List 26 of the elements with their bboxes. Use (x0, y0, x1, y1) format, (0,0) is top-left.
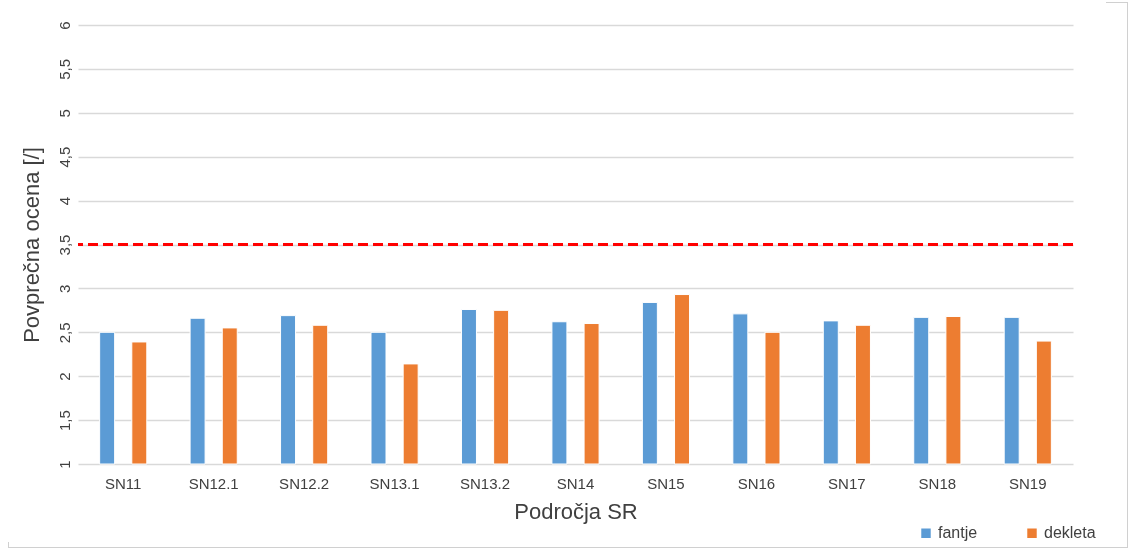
x-tick-label: SN13.1 (369, 474, 420, 492)
x-tick-label: SN15 (647, 474, 685, 492)
y-axis-title: Povprečna ocena [/] (18, 147, 44, 343)
y-tick-label: 3 (55, 284, 73, 294)
x-tick-label: SN18 (918, 474, 957, 492)
y-tick-label: 1 (55, 460, 73, 469)
y-tick-label: 5 (55, 109, 73, 118)
legend-label: dekleta (1044, 524, 1096, 542)
y-tick-label: 1,5 (55, 410, 73, 432)
y-tick-label: 2 (55, 372, 73, 381)
x-tick-label: SN12.2 (279, 474, 330, 492)
x-tick-label: SN13.2 (460, 474, 511, 492)
y-tick-label: 3,5 (55, 234, 73, 256)
y-tick-label: 4,5 (55, 146, 73, 168)
x-tick-label: SN19 (1009, 474, 1047, 492)
x-tick-label: SN11 (105, 474, 142, 492)
y-tick-label: 6 (55, 21, 73, 30)
x-tick-label: SN16 (737, 474, 776, 492)
x-tick-label: SN12.1 (188, 474, 239, 492)
y-tick-label: 4 (55, 196, 73, 206)
y-tick-label: 2,5 (55, 322, 73, 344)
x-tick-label: SN17 (828, 474, 866, 492)
x-axis-title: Področja SR (514, 498, 638, 524)
y-tick-label: 5,5 (55, 58, 73, 80)
x-tick-label: SN14 (556, 474, 595, 492)
legend-label: fantje (938, 524, 978, 542)
